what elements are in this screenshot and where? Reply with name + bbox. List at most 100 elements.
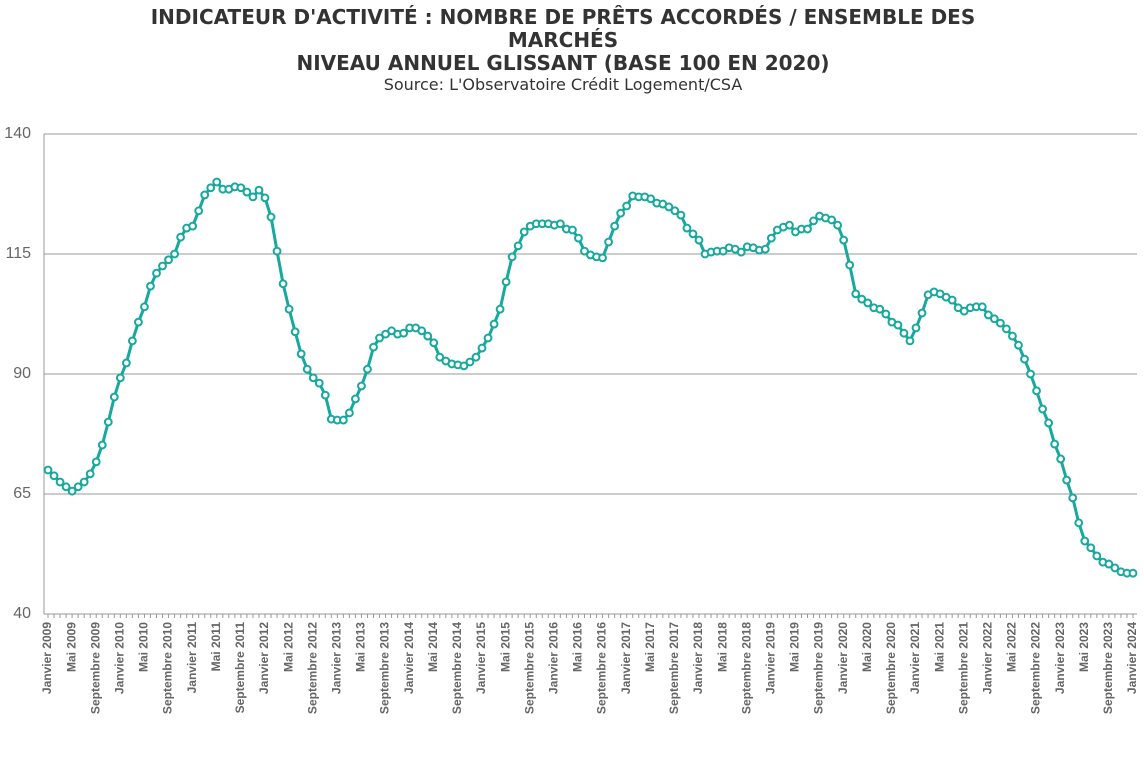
chart-title: INDICATEUR D'ACTIVITÉ : NOMBRE DE PRÊTS … <box>150 5 976 52</box>
point <box>863 298 873 308</box>
point <box>242 187 252 197</box>
point <box>1044 418 1054 428</box>
y-tick-label: 90 <box>13 365 31 382</box>
point <box>513 241 523 251</box>
point <box>519 227 529 237</box>
point <box>574 233 583 243</box>
x-tick-label: Mai 2015 <box>498 622 512 672</box>
point <box>646 194 656 204</box>
x-tick-label: Mai 2023 <box>1077 622 1091 672</box>
point <box>803 224 812 234</box>
point <box>103 417 113 427</box>
point <box>507 252 517 262</box>
y-tick-label: 40 <box>13 605 31 622</box>
point <box>1026 369 1035 379</box>
point <box>314 378 324 388</box>
x-tick-label: Mai 2009 <box>64 622 78 672</box>
chart-subtitle: NIVEAU ANNUEL GLISSANT (BASE 100 EN 2020… <box>296 51 830 75</box>
x-tick-label: Mai 2010 <box>137 622 151 672</box>
point <box>785 220 794 230</box>
point <box>375 333 384 343</box>
point <box>670 206 680 216</box>
point <box>176 232 186 242</box>
point <box>435 352 445 362</box>
x-tick-label: Septembre 2021 <box>956 622 970 714</box>
y-tick-label: 65 <box>13 485 31 502</box>
point <box>483 333 493 343</box>
point <box>357 381 366 391</box>
x-tick-label: Janvier 2010 <box>113 622 127 694</box>
point <box>983 310 993 320</box>
x-tick-label: Janvier 2011 <box>185 622 199 694</box>
source: Source: L'Observatoire Crédit Logement/C… <box>383 75 743 94</box>
x-tick-label: Janvier 2017 <box>619 622 633 694</box>
point <box>212 177 222 187</box>
point <box>893 320 903 330</box>
x-tick-label: Janvier 2024 <box>1125 622 1139 694</box>
point <box>351 394 360 404</box>
point <box>555 219 565 229</box>
x-tick-label: Septembre 2012 <box>305 622 319 714</box>
point <box>266 212 276 222</box>
x-tick-label: Septembre 2023 <box>1101 622 1115 714</box>
x-tick-label: Janvier 2020 <box>836 622 850 694</box>
y-tick-label: 140 <box>4 125 31 142</box>
point <box>664 202 674 212</box>
x-tick-label: Septembre 2011 <box>233 622 247 714</box>
point <box>495 304 505 314</box>
point <box>1056 454 1066 464</box>
point <box>1104 559 1114 569</box>
y-tick-label: 115 <box>5 245 31 262</box>
point <box>676 210 686 220</box>
x-tick-label: Janvier 2023 <box>1053 622 1067 694</box>
point <box>1032 386 1041 396</box>
x-tick-label: Mai 2016 <box>571 622 585 672</box>
point <box>121 358 131 368</box>
point <box>1074 518 1084 528</box>
point <box>429 338 439 348</box>
point <box>423 331 433 341</box>
point <box>194 206 204 216</box>
point <box>296 349 306 359</box>
point <box>1068 493 1078 503</box>
x-tick-label: Septembre 2013 <box>378 622 392 714</box>
point <box>1008 331 1017 341</box>
x-tick-label: Mai 2013 <box>354 622 368 672</box>
x-tick-label: Janvier 2019 <box>764 622 778 694</box>
x-tick-label: Septembre 2010 <box>161 622 175 714</box>
x-tick-label: Septembre 2020 <box>884 622 898 714</box>
point <box>254 185 264 195</box>
point <box>839 235 849 245</box>
point <box>320 390 330 400</box>
x-tick-label: Mai 2011 <box>209 622 223 672</box>
point <box>694 235 704 245</box>
point <box>61 482 71 492</box>
x-tick-label: Septembre 2019 <box>812 622 826 714</box>
point <box>158 261 167 271</box>
point <box>1128 568 1138 578</box>
point <box>1020 354 1029 364</box>
point <box>459 361 469 371</box>
point <box>905 336 915 346</box>
point <box>688 229 698 239</box>
x-tick-label: Janvier 2018 <box>691 622 705 694</box>
point <box>604 237 613 247</box>
point <box>338 415 348 425</box>
x-tick-label: Septembre 2017 <box>667 622 681 714</box>
x-tick-label: Mai 2018 <box>715 622 729 672</box>
point <box>369 342 378 352</box>
point <box>682 223 692 233</box>
point <box>1110 563 1120 573</box>
x-tick-label: Mai 2020 <box>860 622 874 672</box>
x-tick-label: Septembre 2022 <box>1029 622 1043 714</box>
point <box>417 326 427 336</box>
point <box>845 260 855 270</box>
point <box>55 477 65 487</box>
x-tick-label: Septembre 2014 <box>450 622 464 714</box>
x-tick-label: Septembre 2009 <box>88 622 102 714</box>
x-tick-label: Septembre 2016 <box>595 622 609 714</box>
point <box>857 294 867 304</box>
point <box>580 246 589 256</box>
point <box>598 253 607 263</box>
